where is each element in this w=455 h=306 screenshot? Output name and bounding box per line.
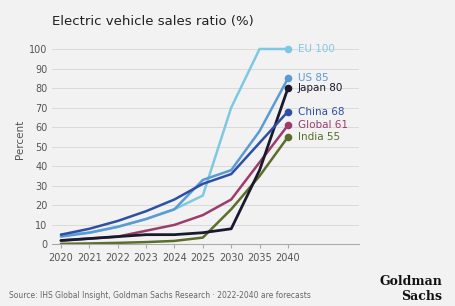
Text: India 55: India 55 [297, 132, 339, 142]
Text: Goldman
Sachs: Goldman Sachs [379, 275, 441, 303]
Text: Source: IHS Global Insight, Goldman Sachs Research · 2022-2040 are forecasts: Source: IHS Global Insight, Goldman Sach… [9, 291, 310, 300]
Text: EU 100: EU 100 [297, 44, 334, 54]
Text: China 68: China 68 [297, 106, 344, 117]
Text: US 85: US 85 [297, 73, 328, 83]
Text: Japan 80: Japan 80 [297, 83, 343, 93]
Y-axis label: Percent: Percent [15, 119, 25, 159]
Text: Electric vehicle sales ratio (%): Electric vehicle sales ratio (%) [52, 15, 253, 28]
Text: Global 61: Global 61 [297, 120, 347, 130]
